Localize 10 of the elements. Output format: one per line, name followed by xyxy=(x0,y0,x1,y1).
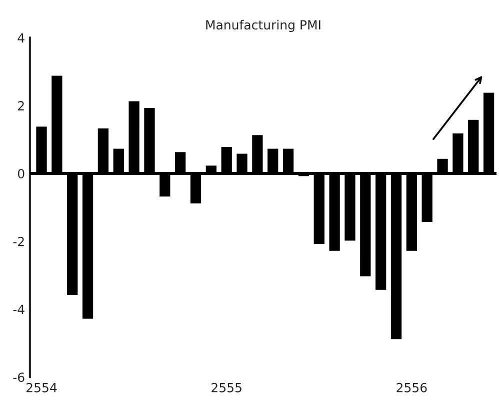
chart-title: Manufacturing PMI xyxy=(206,20,320,32)
x-tick-label: 2556 xyxy=(396,382,427,392)
y-tick-label: 2 xyxy=(18,101,24,110)
x-tick-label: 2555 xyxy=(212,382,242,392)
y-tick-label: -4 xyxy=(13,304,24,314)
y-tick-label: 0 xyxy=(18,168,24,178)
x-tick-label: 2554 xyxy=(26,382,57,392)
y-tick-label: 4 xyxy=(18,33,24,42)
y-tick-label: -2 xyxy=(13,236,24,246)
y-tick-label: -6 xyxy=(13,372,24,382)
